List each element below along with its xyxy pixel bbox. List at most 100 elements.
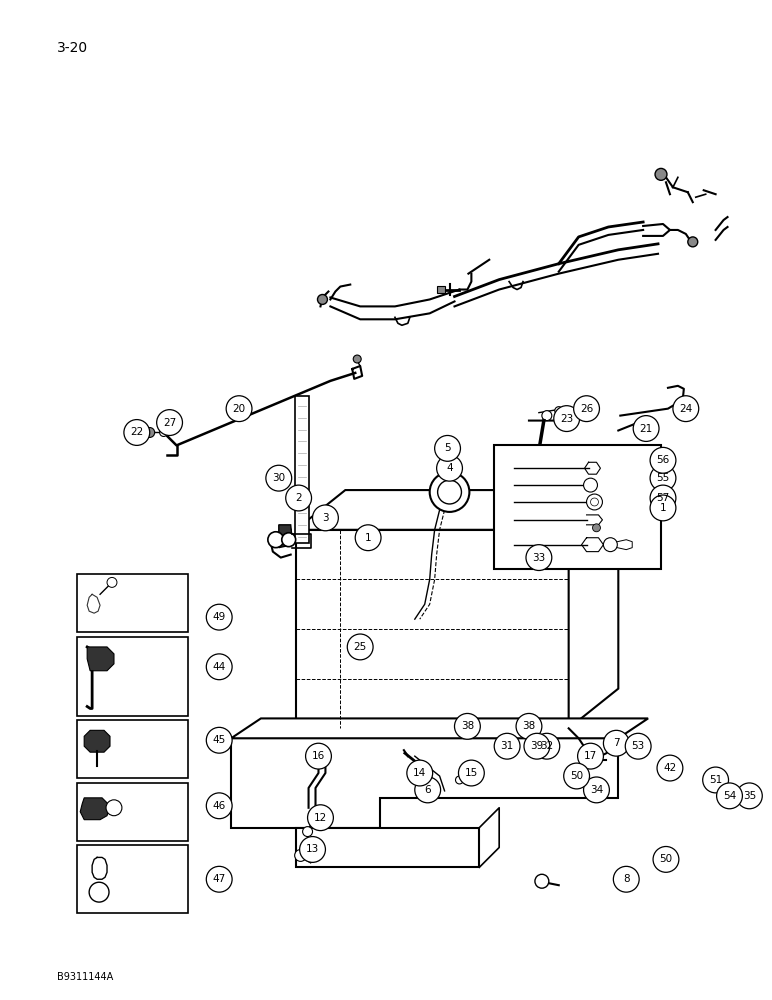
Text: 35: 35	[743, 791, 756, 801]
Text: 12: 12	[314, 813, 327, 823]
Circle shape	[584, 777, 609, 803]
Circle shape	[206, 793, 232, 819]
Text: 54: 54	[723, 791, 736, 801]
Circle shape	[591, 498, 598, 506]
Text: 20: 20	[232, 404, 245, 414]
Text: 50: 50	[570, 771, 583, 781]
Text: 17: 17	[584, 751, 598, 761]
Text: 3: 3	[322, 513, 329, 523]
Text: 27: 27	[163, 418, 176, 428]
Circle shape	[430, 472, 469, 512]
Text: 33: 33	[532, 553, 546, 563]
Circle shape	[266, 465, 292, 491]
Circle shape	[317, 294, 327, 304]
Text: 21: 21	[639, 424, 653, 434]
Text: 53: 53	[631, 741, 645, 751]
Text: 16: 16	[312, 751, 325, 761]
Circle shape	[306, 743, 331, 769]
Circle shape	[688, 237, 698, 247]
Text: 23: 23	[560, 414, 574, 424]
Bar	[77, 783, 188, 841]
Text: 38: 38	[523, 721, 536, 731]
Circle shape	[633, 416, 659, 441]
Circle shape	[653, 846, 679, 872]
Circle shape	[157, 410, 182, 435]
Text: 3-20: 3-20	[57, 41, 89, 55]
Circle shape	[206, 604, 232, 630]
Circle shape	[650, 495, 676, 521]
Text: 1: 1	[660, 503, 666, 513]
Polygon shape	[296, 530, 569, 728]
Bar	[77, 637, 188, 716]
Text: 49: 49	[212, 612, 226, 622]
Circle shape	[604, 538, 618, 552]
Text: B9311144A: B9311144A	[57, 972, 113, 982]
Text: 46: 46	[212, 801, 226, 811]
Text: 24: 24	[679, 404, 692, 414]
Text: 34: 34	[590, 785, 603, 795]
Circle shape	[144, 428, 154, 437]
Circle shape	[286, 485, 312, 511]
Bar	[437, 286, 445, 293]
Circle shape	[415, 777, 441, 803]
Circle shape	[124, 420, 150, 445]
Circle shape	[438, 480, 462, 504]
Polygon shape	[569, 490, 618, 728]
Text: 32: 32	[540, 741, 554, 751]
Circle shape	[494, 733, 520, 759]
Bar	[77, 720, 188, 778]
Text: 44: 44	[212, 662, 226, 672]
Circle shape	[574, 396, 599, 422]
Circle shape	[407, 760, 432, 786]
Text: 50: 50	[659, 854, 672, 864]
Circle shape	[459, 760, 484, 786]
Text: 45: 45	[212, 735, 226, 745]
Circle shape	[455, 776, 463, 784]
Text: 15: 15	[465, 768, 478, 778]
Circle shape	[206, 866, 232, 892]
Circle shape	[716, 783, 743, 809]
Text: 55: 55	[656, 473, 669, 483]
Circle shape	[564, 763, 590, 789]
Circle shape	[307, 805, 334, 831]
Polygon shape	[231, 718, 648, 738]
Circle shape	[303, 827, 313, 837]
Circle shape	[655, 168, 667, 180]
Circle shape	[535, 874, 549, 888]
Text: 38: 38	[461, 721, 474, 731]
Text: 22: 22	[130, 427, 144, 437]
Circle shape	[107, 577, 117, 587]
Text: 8: 8	[623, 874, 630, 884]
Circle shape	[435, 435, 460, 461]
Circle shape	[354, 355, 361, 363]
Circle shape	[592, 524, 601, 532]
Circle shape	[437, 455, 462, 481]
Circle shape	[584, 478, 598, 492]
Circle shape	[534, 733, 560, 759]
Circle shape	[160, 429, 168, 436]
Circle shape	[89, 882, 109, 902]
Text: 56: 56	[656, 455, 669, 465]
Circle shape	[650, 465, 676, 491]
Circle shape	[206, 654, 232, 680]
Circle shape	[300, 837, 326, 862]
Circle shape	[650, 447, 676, 473]
Text: 42: 42	[663, 763, 676, 773]
Circle shape	[587, 494, 602, 510]
Text: 30: 30	[273, 473, 286, 483]
Circle shape	[282, 533, 296, 547]
Circle shape	[355, 525, 381, 551]
Bar	[295, 396, 309, 543]
Text: 5: 5	[444, 443, 451, 453]
Circle shape	[347, 634, 373, 660]
Text: 6: 6	[425, 785, 431, 795]
Polygon shape	[231, 738, 618, 828]
Circle shape	[555, 407, 563, 415]
Text: 51: 51	[709, 775, 723, 785]
Circle shape	[542, 411, 552, 421]
Polygon shape	[87, 647, 114, 671]
Circle shape	[226, 396, 252, 422]
Polygon shape	[80, 798, 110, 820]
Text: 1: 1	[365, 533, 371, 543]
Circle shape	[268, 532, 284, 548]
